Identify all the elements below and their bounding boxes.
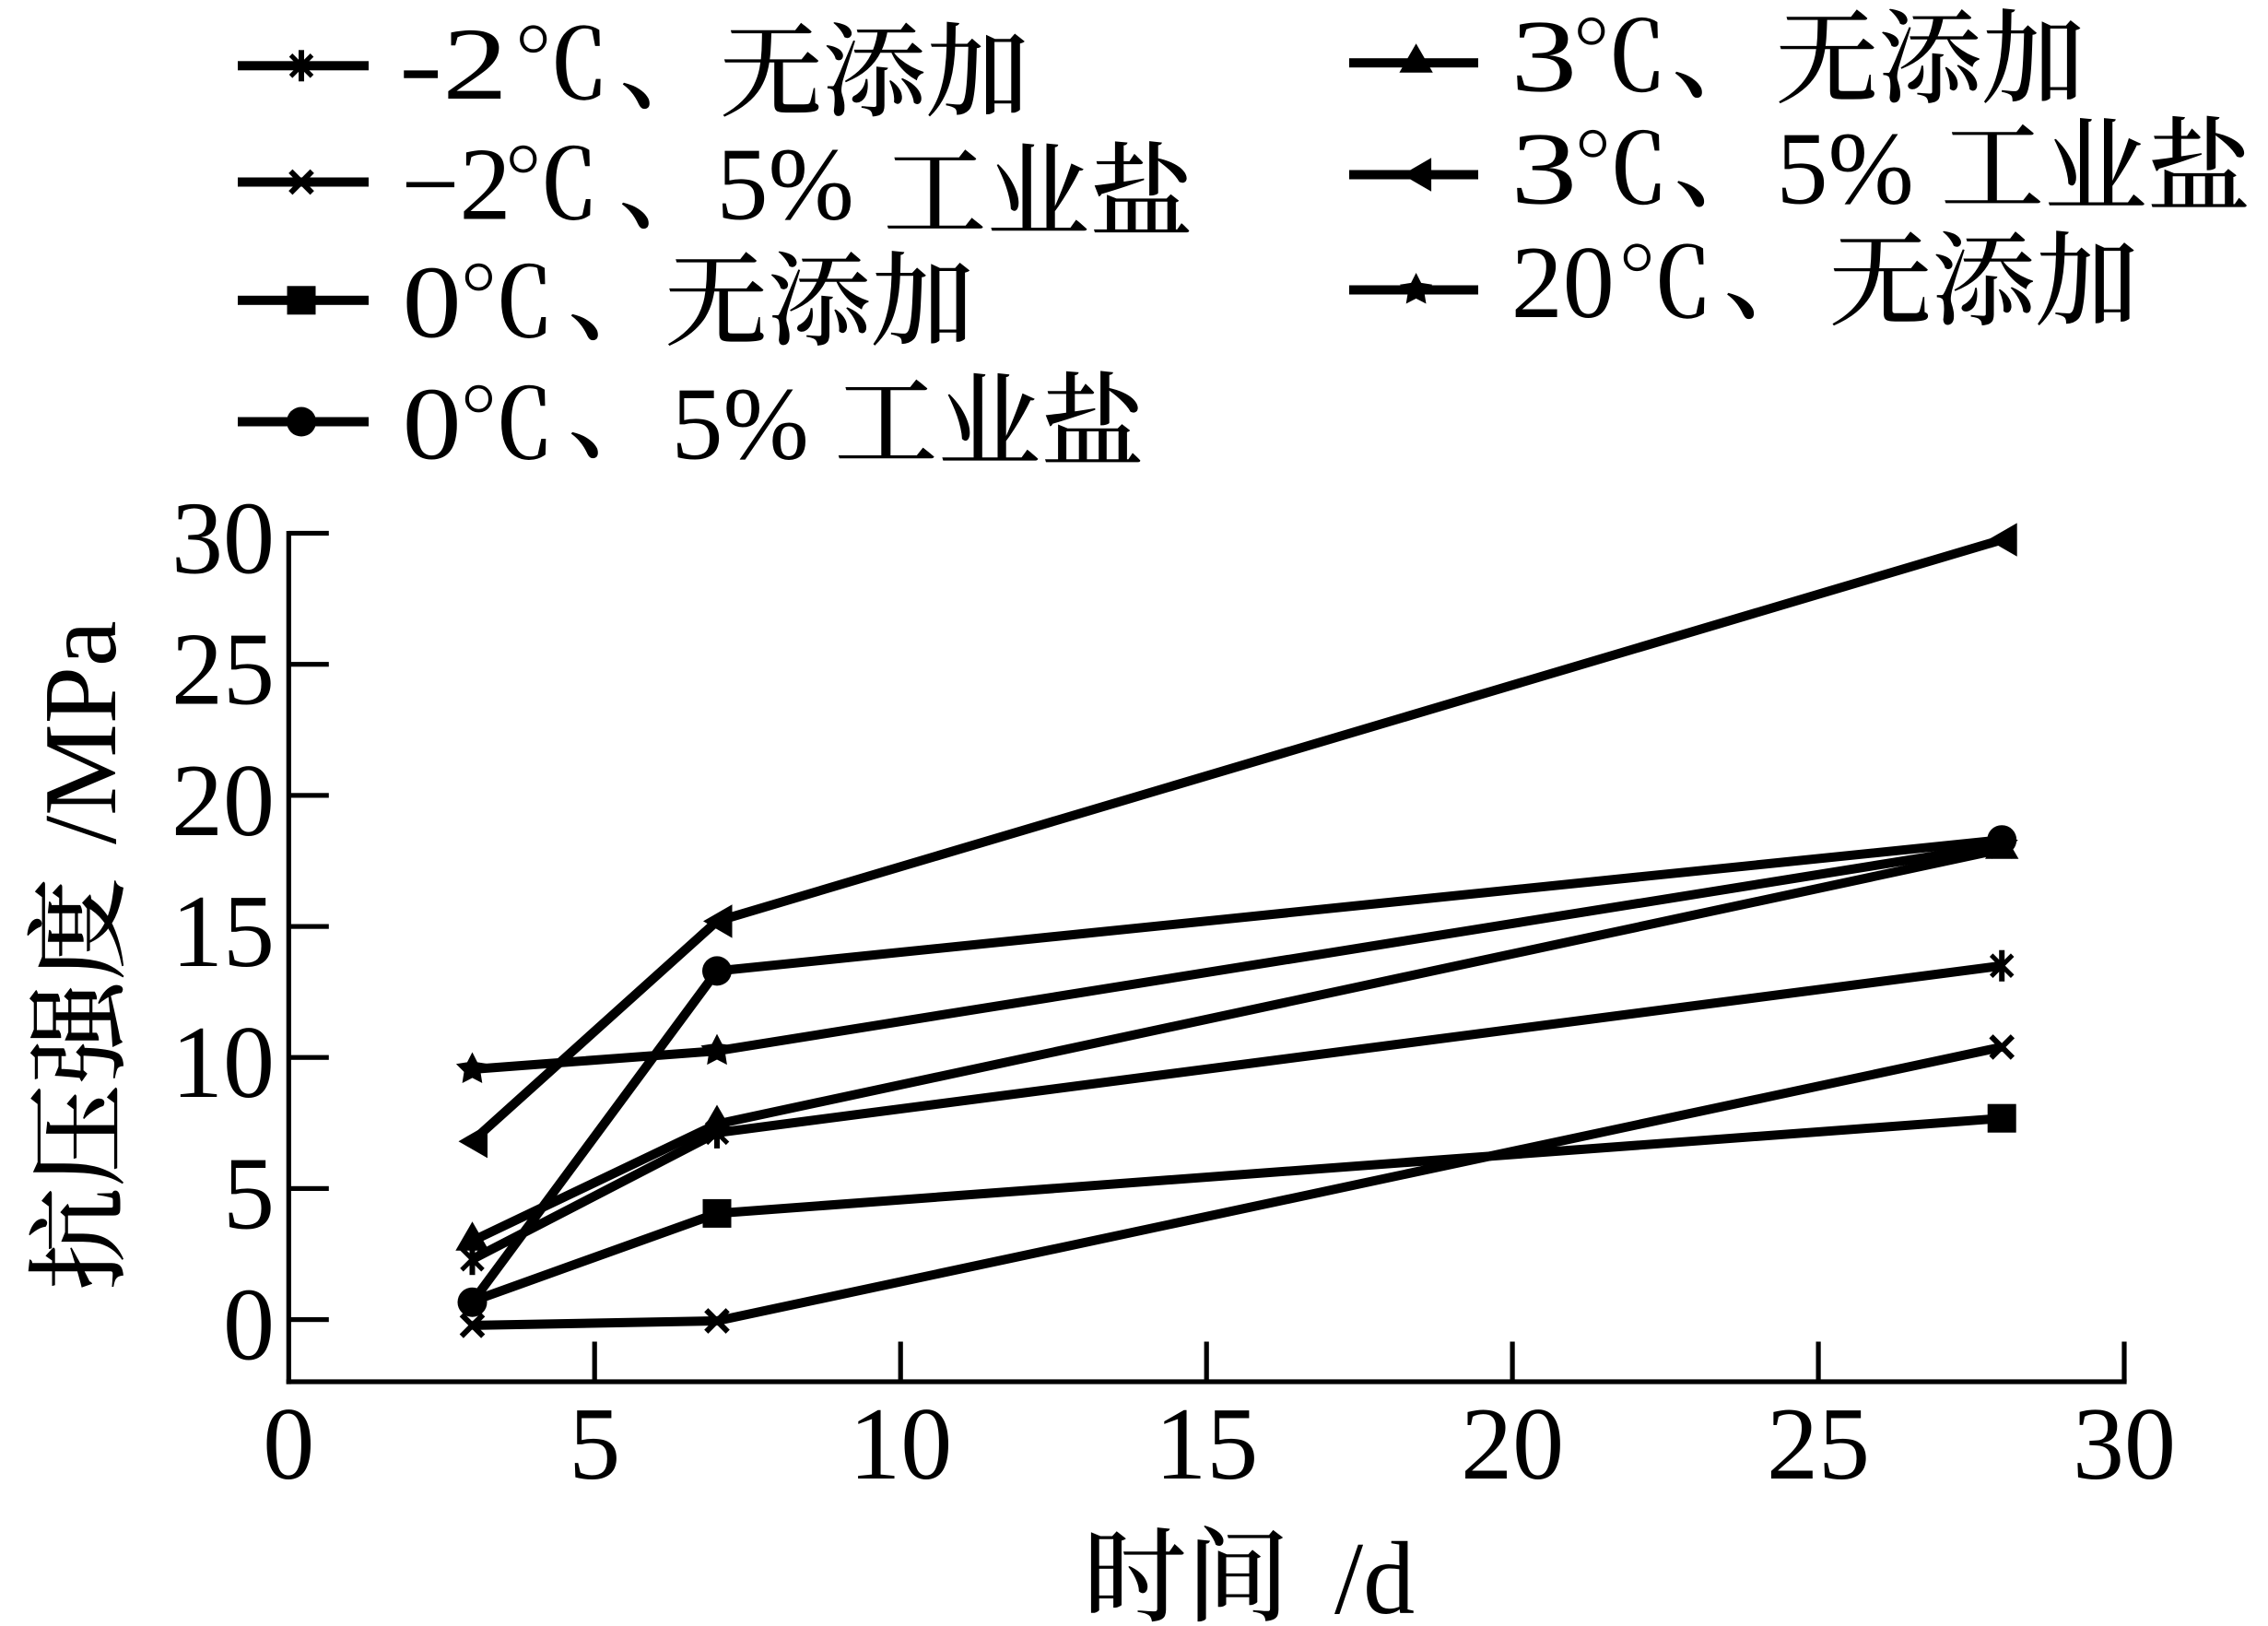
svg-text:10: 10 — [171, 1006, 275, 1120]
svg-text:5%: 5% — [672, 367, 809, 481]
svg-text:-2: -2 — [399, 7, 508, 122]
svg-text:3: 3 — [1510, 112, 1577, 227]
svg-text:20: 20 — [171, 744, 275, 858]
svg-text:30: 30 — [171, 482, 275, 596]
svg-text:20: 20 — [1511, 226, 1615, 340]
svg-text:0: 0 — [223, 1268, 275, 1383]
svg-text:/MPa: /MPa — [24, 620, 138, 844]
svg-text:0: 0 — [403, 245, 462, 359]
svg-text:30: 30 — [2073, 1387, 2176, 1502]
svg-text:20: 20 — [1461, 1387, 1564, 1502]
svg-text:25: 25 — [1767, 1387, 1870, 1502]
svg-text:3: 3 — [1510, 0, 1577, 114]
svg-text:0: 0 — [403, 367, 462, 481]
svg-text:15: 15 — [1155, 1387, 1258, 1502]
svg-text:/d: /d — [1334, 1522, 1415, 1626]
svg-text:5: 5 — [569, 1387, 620, 1502]
svg-text:5: 5 — [223, 1137, 275, 1251]
svg-text:5%: 5% — [1777, 112, 1914, 227]
svg-text:−2: −2 — [401, 127, 511, 242]
svg-text:10: 10 — [849, 1387, 952, 1502]
svg-text:0: 0 — [263, 1387, 314, 1502]
svg-text:25: 25 — [171, 613, 275, 727]
svg-text:5%: 5% — [717, 127, 854, 242]
svg-text:15: 15 — [171, 875, 275, 989]
